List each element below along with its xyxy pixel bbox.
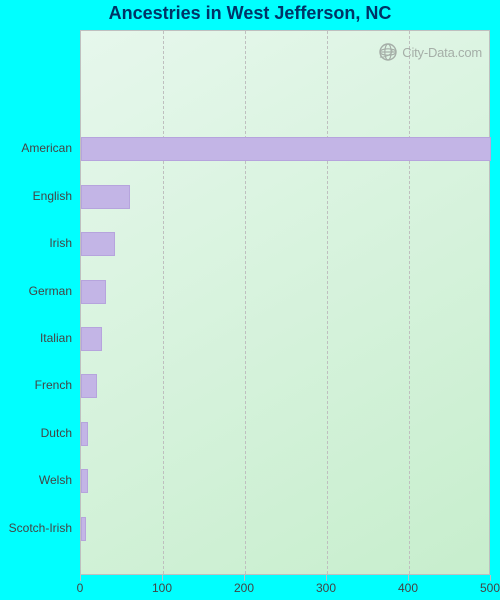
bar: [81, 137, 491, 161]
y-category-label: German: [0, 284, 72, 298]
watermark: City-Data.com: [378, 42, 482, 62]
watermark-text: City-Data.com: [402, 45, 482, 60]
x-tick-label: 0: [77, 581, 84, 595]
gridline: [245, 31, 246, 574]
bar: [81, 280, 106, 304]
x-tick-label: 200: [234, 581, 254, 595]
chart-title: Ancestries in West Jefferson, NC: [0, 3, 500, 24]
x-tick-label: 400: [398, 581, 418, 595]
y-category-label: Welsh: [0, 473, 72, 487]
x-tick-label: 500: [480, 581, 500, 595]
bar: [81, 374, 97, 398]
y-category-label: Scotch-Irish: [0, 521, 72, 535]
globe-icon: [378, 42, 398, 62]
bar: [81, 327, 102, 351]
plot-area: [80, 30, 490, 575]
bar: [81, 469, 88, 493]
gridline: [409, 31, 410, 574]
gridline: [163, 31, 164, 574]
y-category-label: Italian: [0, 331, 72, 345]
y-category-label: English: [0, 189, 72, 203]
x-tick-label: 100: [152, 581, 172, 595]
gridline: [327, 31, 328, 574]
bar: [81, 185, 130, 209]
y-category-label: Irish: [0, 236, 72, 250]
bar: [81, 517, 86, 541]
y-category-label: American: [0, 141, 72, 155]
y-category-label: French: [0, 378, 72, 392]
y-category-label: Dutch: [0, 426, 72, 440]
bar: [81, 422, 88, 446]
bar: [81, 232, 115, 256]
x-tick-label: 300: [316, 581, 336, 595]
chart-page: Ancestries in West Jefferson, NC City-Da…: [0, 0, 500, 600]
